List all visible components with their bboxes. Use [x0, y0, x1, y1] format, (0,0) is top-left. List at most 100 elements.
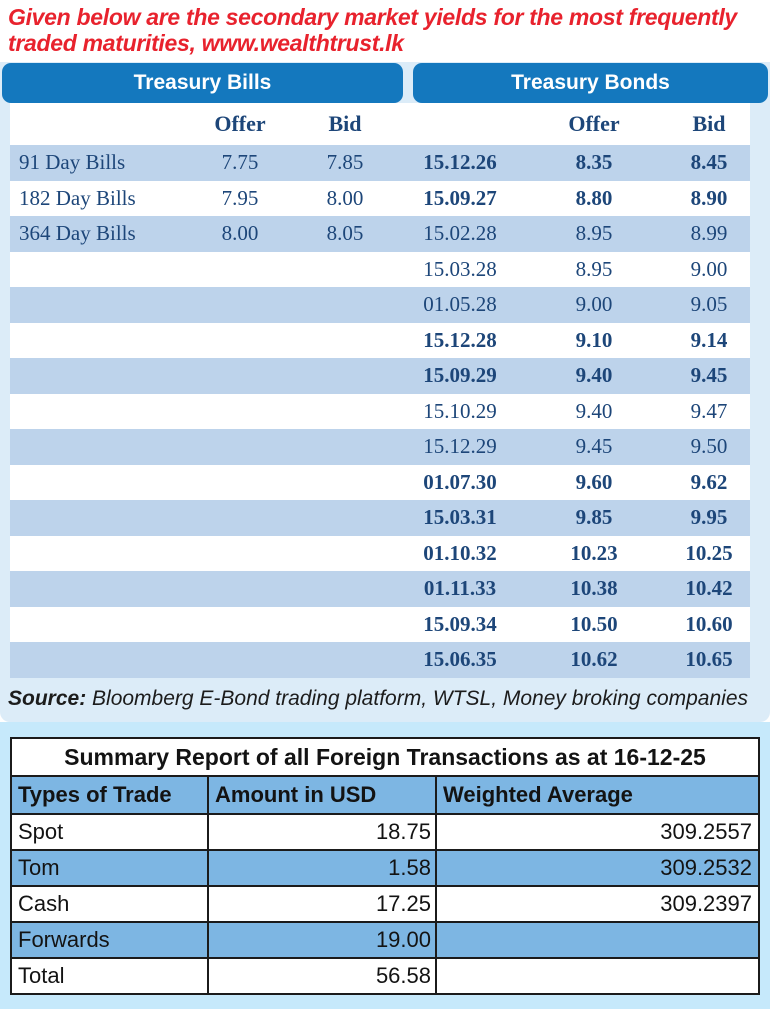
bond-date-cell: 15.09.34 [423, 611, 497, 636]
bond-date-cell: 01.11.33 [423, 576, 497, 601]
summary-type-cell: Spot [10, 813, 209, 851]
bond-offer-cell: 10.50 [570, 611, 618, 636]
bond-date-cell: 15.09.27 [423, 185, 497, 210]
table-row: 15.12.28 9.10 9.14 [10, 322, 750, 358]
summary-panel: Summary Report of all Foreign Transactio… [0, 722, 770, 1009]
table-row: 15.12.29 9.45 9.50 [10, 429, 750, 465]
bond-bid-cell: 9.00 [690, 256, 728, 281]
bond-date-cell: 01.10.32 [423, 540, 497, 565]
summary-header-type: Types of Trade [10, 775, 209, 815]
bond-bid-cell: 8.99 [690, 221, 728, 246]
summary-title: Summary Report of all Foreign Transactio… [10, 737, 760, 777]
bond-date-cell: 15.10.29 [423, 398, 497, 423]
bond-bid-cell: 9.50 [690, 434, 728, 459]
bond-date-cell: 15.02.28 [423, 221, 497, 246]
bond-bid-cell: 9.14 [690, 327, 728, 352]
bond-date-cell: 15.12.29 [423, 434, 497, 459]
table-row: 01.05.28 9.00 9.05 [10, 287, 750, 323]
bill-offer-cell: 7.95 [221, 185, 259, 210]
bond-bid-cell: 9.95 [690, 505, 728, 530]
bill-bid-cell: 8.05 [326, 221, 364, 246]
source-line: Source: Bloomberg E-Bond trading platfor… [0, 678, 770, 711]
bills-bid-header: Bid [328, 111, 362, 136]
bond-date-cell: 15.03.31 [423, 505, 497, 530]
summary-row: Tom 1.58 309.2532 [10, 849, 760, 887]
treasury-bills-header: Treasury Bills [2, 63, 403, 103]
bill-bid-cell: 7.85 [326, 150, 364, 175]
table-row: 15.06.35 10.62 10.65 [10, 642, 750, 678]
bond-bid-cell: 10.25 [685, 540, 733, 565]
source-label: Source: [8, 686, 87, 710]
bond-date-cell: 15.06.35 [423, 647, 497, 672]
summary-weighted-cell: 309.2532 [435, 849, 760, 887]
bill-bid-cell: 8.00 [326, 185, 364, 210]
bond-date-cell: 01.05.28 [423, 292, 497, 317]
bond-offer-cell: 9.40 [575, 398, 613, 423]
bill-offer-cell: 8.00 [221, 221, 259, 246]
summary-weighted-cell [435, 921, 760, 959]
bill-maturity-cell: 91 Day Bills [19, 150, 126, 175]
summary-table: Summary Report of all Foreign Transactio… [10, 737, 760, 995]
bond-offer-cell: 10.62 [570, 647, 618, 672]
summary-header-amount: Amount in USD [207, 775, 437, 815]
bond-offer-cell: 9.40 [575, 363, 613, 388]
bonds-offer-header: Offer [568, 111, 620, 136]
table-row: 15.10.29 9.40 9.47 [10, 393, 750, 429]
bond-offer-cell: 10.23 [570, 540, 618, 565]
bond-bid-cell: 10.60 [685, 611, 733, 636]
summary-weighted-cell: 309.2397 [435, 885, 760, 923]
bond-offer-cell: 9.60 [575, 469, 613, 494]
summary-row: Spot 18.75 309.2557 [10, 813, 760, 851]
summary-type-cell: Forwards [10, 921, 209, 959]
treasury-header-bars: Treasury Bills Treasury Bonds [0, 62, 770, 103]
bond-offer-cell: 8.95 [575, 256, 613, 281]
summary-row: Cash 17.25 309.2397 [10, 885, 760, 923]
table-row: 15.03.31 9.85 9.95 [10, 500, 750, 536]
treasury-column-headers: Offer Bid Offer Bid [10, 103, 750, 145]
bond-bid-cell: 8.90 [690, 185, 728, 210]
bond-date-cell: 15.12.26 [423, 150, 497, 175]
summary-weighted-cell: 309.2557 [435, 813, 760, 851]
table-row: 15.09.34 10.50 10.60 [10, 606, 750, 642]
bond-bid-cell: 9.62 [690, 469, 728, 494]
source-text: Bloomberg E-Bond trading platform, WTSL,… [86, 686, 748, 710]
summary-type-cell: Cash [10, 885, 209, 923]
summary-header-weighted: Weighted Average [435, 775, 760, 815]
treasury-rows: 91 Day Bills 7.75 7.85 15.12.26 8.35 8.45 182 … [10, 145, 750, 678]
heading-line1: Given below are the secondary market yie… [8, 4, 737, 30]
table-row: 15.09.29 9.40 9.45 [10, 358, 750, 394]
bills-offer-header: Offer [214, 111, 266, 136]
summary-type-cell: Total [10, 957, 209, 995]
treasury-panel: Treasury Bills Treasury Bonds Offer Bid … [0, 62, 770, 722]
bond-offer-cell: 8.95 [575, 221, 613, 246]
bill-offer-cell: 7.75 [221, 150, 259, 175]
bond-offer-cell: 9.00 [575, 292, 613, 317]
bond-bid-cell: 9.05 [690, 292, 728, 317]
bond-bid-cell: 9.47 [690, 398, 728, 423]
bond-offer-cell: 9.45 [575, 434, 613, 459]
bond-date-cell: 15.12.28 [423, 327, 497, 352]
table-row: 182 Day Bills 7.95 8.00 15.09.27 8.80 8.90 [10, 180, 750, 216]
table-row: 91 Day Bills 7.75 7.85 15.12.26 8.35 8.45 [10, 145, 750, 181]
table-row: 15.03.28 8.95 9.00 [10, 251, 750, 287]
bond-date-cell: 15.03.28 [423, 256, 497, 281]
bond-offer-cell: 8.80 [575, 185, 613, 210]
bond-offer-cell: 9.10 [575, 327, 613, 352]
summary-weighted-cell [435, 957, 760, 995]
treasury-bonds-header: Treasury Bonds [413, 63, 768, 103]
summary-row: Total 56.58 [10, 957, 760, 995]
summary-type-cell: Tom [10, 849, 209, 887]
summary-amount-cell: 18.75 [207, 813, 437, 851]
heading-line2: traded maturities, www.wealthtrust.lk [8, 30, 404, 56]
bond-offer-cell: 10.38 [570, 576, 618, 601]
bond-date-cell: 01.07.30 [423, 469, 497, 494]
bond-offer-cell: 8.35 [575, 150, 613, 175]
table-row: 01.07.30 9.60 9.62 [10, 464, 750, 500]
table-row: 01.10.32 10.23 10.25 [10, 535, 750, 571]
bond-bid-cell: 10.42 [685, 576, 733, 601]
bonds-bid-header: Bid [692, 111, 726, 136]
bond-offer-cell: 9.85 [575, 505, 613, 530]
bond-bid-cell: 9.45 [690, 363, 728, 388]
summary-header-row: Types of Trade Amount in USD Weighted Av… [10, 775, 760, 815]
page-heading: Given below are the secondary market yie… [0, 0, 770, 62]
